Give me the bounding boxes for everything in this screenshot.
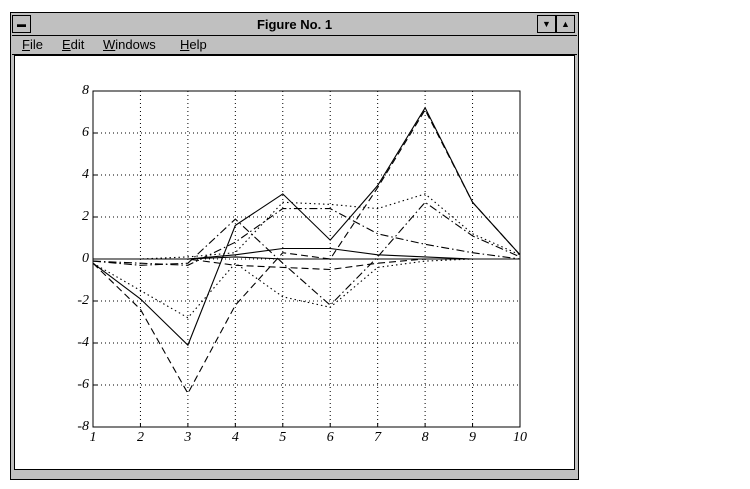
x-tick-label: 3 — [183, 430, 191, 445]
y-tick-label: -8 — [77, 419, 89, 434]
x-tick-label: 6 — [327, 430, 334, 445]
system-menu-button[interactable]: ▬ — [12, 15, 31, 33]
data-line — [93, 247, 520, 260]
data-line — [92, 108, 521, 395]
data-line — [92, 258, 520, 319]
figure-area — [14, 55, 575, 470]
y-tick-label: 4 — [82, 167, 89, 182]
x-tick-label: 1 — [90, 430, 97, 445]
window-title: Figure No. 1 — [256, 17, 333, 32]
maximize-button[interactable]: ▲ — [556, 15, 575, 33]
menu-item[interactable]: File — [22, 37, 43, 52]
data-line — [93, 256, 520, 260]
menu-item[interactable]: Edit — [62, 37, 85, 52]
menu-item[interactable]: Windows — [103, 37, 156, 52]
x-tick-label: 4 — [232, 430, 239, 445]
x-tick-label: 2 — [137, 430, 144, 445]
y-tick-label: 8 — [82, 83, 89, 98]
y-tick-label: 2 — [82, 209, 89, 224]
data-line — [92, 208, 521, 266]
menu-bar: File Edit Windows Help — [12, 36, 577, 55]
data-line — [92, 106, 521, 347]
y-tick-label: -4 — [77, 335, 89, 350]
y-tick-label: 6 — [82, 125, 89, 140]
data-line — [92, 201, 521, 306]
y-tick-label: -2 — [77, 293, 89, 308]
x-tick-label: 5 — [279, 430, 286, 445]
data-line — [93, 193, 521, 260]
title-bar: Figure No. 1 — [12, 14, 577, 36]
minimize-button[interactable]: ▼ — [537, 15, 556, 33]
x-tick-label: 9 — [469, 430, 476, 445]
x-tick-label: 8 — [422, 430, 429, 445]
y-tick-label: -6 — [77, 377, 89, 392]
x-tick-label: 7 — [374, 430, 382, 445]
y-tick-label: 0 — [82, 251, 89, 266]
x-tick-label: 10 — [513, 430, 527, 445]
menu-item[interactable]: Help — [180, 37, 207, 52]
